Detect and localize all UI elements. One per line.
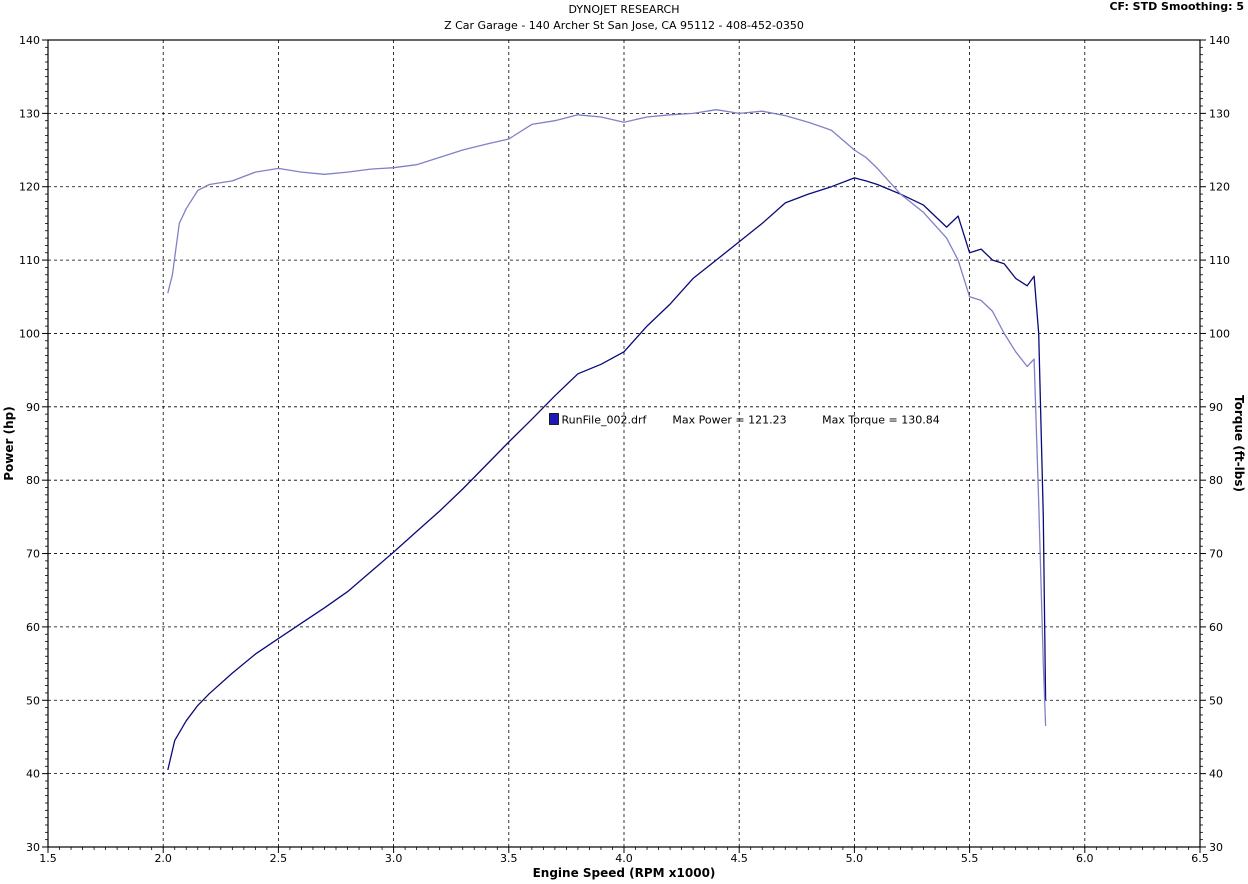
x-axis-label: Engine Speed (RPM x1000) (533, 866, 716, 880)
y-left-tick-label: 60 (26, 621, 40, 634)
y-right-tick-label: 30 (1209, 841, 1223, 854)
x-tick-label: 4.5 (730, 852, 748, 865)
y-right-tick-label: 80 (1209, 474, 1223, 487)
x-tick-label: 4.0 (615, 852, 633, 865)
y-right-tick-label: 70 (1209, 548, 1223, 561)
y-left-tick-label: 140 (19, 34, 40, 47)
y-right-tick-label: 40 (1209, 768, 1223, 781)
x-tick-label: 2.5 (270, 852, 288, 865)
legend-swatch (549, 413, 559, 425)
x-tick-label: 3.0 (385, 852, 403, 865)
y-right-tick-label: 100 (1209, 327, 1230, 340)
y-left-tick-label: 110 (19, 254, 40, 267)
y-right-tick-label: 140 (1209, 34, 1230, 47)
y-left-tick-label: 70 (26, 548, 40, 561)
x-tick-label: 1.5 (39, 852, 57, 865)
y-right-tick-label: 50 (1209, 694, 1223, 707)
legend-run-name: RunFile_002.drf (561, 413, 647, 426)
torque-series-line (167, 109, 1047, 727)
x-tick-label: 3.5 (500, 852, 518, 865)
legend-max-power: Max Power = 121.23 (672, 413, 786, 426)
x-tick-label: 6.5 (1191, 852, 1209, 865)
x-tick-label: 2.0 (154, 852, 172, 865)
y-right-tick-label: 110 (1209, 254, 1230, 267)
chart-subtitle: Z Car Garage - 140 Archer St San Jose, C… (444, 19, 804, 32)
legend-max-torque: Max Torque = 130.84 (822, 413, 940, 426)
power-series-line (167, 177, 1047, 771)
y-left-tick-label: 30 (26, 841, 40, 854)
y-left-tick-label: 100 (19, 327, 40, 340)
y-right-axis-label: Torque (ft-lbs) (1232, 395, 1246, 492)
x-tick-label: 6.0 (1076, 852, 1094, 865)
y-left-tick-label: 130 (19, 107, 40, 120)
y-left-tick-label: 40 (26, 768, 40, 781)
y-left-tick-label: 90 (26, 401, 40, 414)
y-right-tick-label: 60 (1209, 621, 1223, 634)
y-left-tick-label: 80 (26, 474, 40, 487)
x-tick-label: 5.5 (961, 852, 979, 865)
x-tick-label: 5.0 (846, 852, 864, 865)
y-left-tick-label: 120 (19, 181, 40, 194)
chart-title: DYNOJET RESEARCH (568, 3, 680, 16)
y-left-tick-label: 50 (26, 694, 40, 707)
y-right-tick-label: 130 (1209, 107, 1230, 120)
correction-smoothing-info: CF: STD Smoothing: 5 (1109, 0, 1244, 13)
y-right-tick-label: 120 (1209, 181, 1230, 194)
y-left-axis-label: Power (hp) (2, 406, 16, 480)
y-right-tick-label: 90 (1209, 401, 1223, 414)
